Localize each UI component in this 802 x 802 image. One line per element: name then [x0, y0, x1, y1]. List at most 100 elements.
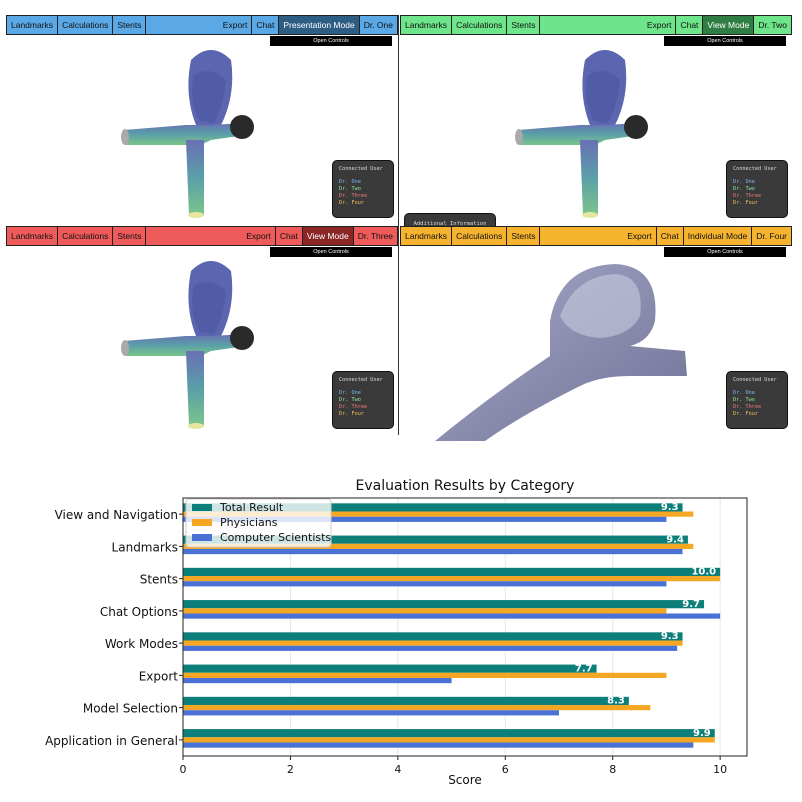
- vessel-model-view[interactable]: [6, 15, 398, 235]
- bar-value-label: 10.0: [691, 567, 716, 578]
- menu-calculations[interactable]: Calculations: [58, 16, 114, 34]
- connected-users-title: Connected User: [339, 166, 383, 172]
- legend-label: Total Result: [219, 501, 284, 514]
- menu-landmarks[interactable]: Landmarks: [7, 227, 59, 245]
- bar-total-result: [183, 729, 715, 738]
- user-entry: Dr. Four: [339, 200, 364, 206]
- mode-button[interactable]: Individual Mode: [682, 227, 752, 245]
- x-tick-label: 0: [180, 763, 187, 776]
- x-tick-label: 2: [287, 763, 294, 776]
- user-label: Dr. Three: [352, 227, 397, 245]
- bar-total-result: [183, 535, 688, 544]
- open-controls-button[interactable]: Open Controls: [270, 247, 392, 257]
- bar-computer-scientists: [183, 710, 559, 716]
- menu-landmarks[interactable]: Landmarks: [7, 16, 59, 34]
- menu-stents[interactable]: Stents: [507, 227, 541, 245]
- chart-svg: Evaluation Results by Category 9.3 9.4 10.…: [45, 478, 748, 787]
- bar-computer-scientists: [183, 742, 694, 748]
- bar-total-result: [183, 567, 721, 577]
- bar-physicians: [183, 511, 694, 517]
- bar-total-result: [183, 503, 683, 512]
- bar-computer-scientists: [183, 613, 721, 619]
- menu-stents[interactable]: Stents: [113, 16, 147, 34]
- menu-chat[interactable]: Chat: [655, 227, 683, 245]
- user-entry: Dr. Four: [733, 411, 758, 417]
- bar-physicians: [183, 705, 651, 711]
- bar-physicians: [183, 608, 667, 614]
- menu-stents[interactable]: Stents: [507, 16, 541, 34]
- connected-users-panel: Connected User Dr. One Dr. Two Dr. Three…: [726, 160, 788, 218]
- bar-total-result: [183, 632, 683, 641]
- user-entry: Dr. Three: [339, 193, 368, 199]
- user-entry: Dr. One: [733, 179, 755, 185]
- mode-button[interactable]: Presentation Mode: [278, 16, 359, 34]
- legend-swatch: [192, 504, 212, 511]
- connected-users-title: Connected User: [733, 377, 777, 383]
- bar-computer-scientists: [183, 677, 452, 684]
- bar-physicians: [183, 576, 721, 582]
- connected-users-panel: Connected User Dr. One Dr. Two Dr. Three…: [332, 371, 394, 429]
- category-label: Export: [139, 669, 179, 683]
- user-label: Dr. One: [358, 16, 397, 34]
- vessel-model-view[interactable]: [6, 226, 398, 446]
- user-entry: Dr. Four: [733, 200, 758, 206]
- bar-value-label: 9.4: [666, 534, 684, 545]
- bar-value-label: 9.7: [682, 599, 700, 610]
- menu-stents[interactable]: Stents: [113, 227, 147, 245]
- toolbar: Landmarks Calculations Stents Export Cha…: [6, 15, 398, 35]
- menu-chat[interactable]: Chat: [675, 16, 702, 34]
- x-axis-label: Score: [448, 773, 482, 787]
- toolbar: Landmarks Calculations Stents Export Cha…: [400, 226, 792, 246]
- category-label: View and Navigation: [55, 508, 178, 522]
- category-label: Landmarks: [112, 540, 178, 554]
- mode-button[interactable]: View Mode: [702, 16, 754, 34]
- legend-box: [185, 498, 332, 548]
- bar-value-label: 9.3: [661, 502, 679, 513]
- x-tick-label: 10: [713, 763, 727, 776]
- bar-total-result: [183, 664, 597, 673]
- menu-calculations[interactable]: Calculations: [452, 16, 508, 34]
- legend-swatch: [192, 519, 212, 526]
- menu-export[interactable]: Export: [646, 20, 672, 30]
- user-entry: Dr. Three: [339, 404, 368, 410]
- category-label: Model Selection: [83, 702, 178, 716]
- bar-value-label: 7.7: [575, 663, 593, 674]
- menu-chat[interactable]: Chat: [251, 16, 278, 34]
- mode-button[interactable]: View Mode: [301, 227, 353, 245]
- legend-swatch: [192, 534, 212, 541]
- menu-export[interactable]: Export: [627, 231, 652, 241]
- menu-calculations[interactable]: Calculations: [452, 227, 508, 245]
- bar-computer-scientists: [183, 548, 683, 555]
- user-entry: Dr. One: [339, 179, 361, 185]
- menu-landmarks[interactable]: Landmarks: [401, 227, 453, 245]
- bar-value-label: 9.3: [661, 631, 679, 642]
- user-entry: Dr. Two: [733, 186, 755, 192]
- open-controls-button[interactable]: Open Controls: [664, 247, 786, 257]
- vessel-model-closeup[interactable]: [400, 226, 792, 446]
- bar-physicians: [183, 737, 715, 743]
- menu-chat[interactable]: Chat: [274, 227, 302, 245]
- menu-export[interactable]: Export: [222, 20, 248, 30]
- open-controls-button[interactable]: Open Controls: [270, 36, 392, 46]
- connected-users-title: Connected User: [339, 377, 383, 383]
- menu-landmarks[interactable]: Landmarks: [401, 16, 453, 34]
- bar-total-result: [183, 696, 629, 706]
- connected-users-panel: Connected User Dr. One Dr. Two Dr. Three…: [332, 160, 394, 218]
- legend-label: Computer Scientists: [220, 531, 331, 544]
- user-entry: Dr. One: [339, 390, 361, 396]
- panel-dr-two: Landmarks Calculations Stents Export Cha…: [400, 15, 792, 235]
- chart-title: Evaluation Results by Category: [356, 478, 575, 494]
- vessel-model-view[interactable]: [400, 15, 792, 235]
- category-label: Application in General: [45, 734, 178, 748]
- open-controls-button[interactable]: Open Controls: [664, 36, 786, 46]
- menu-export[interactable]: Export: [246, 231, 271, 241]
- plot-frame: [182, 497, 748, 757]
- bar-total-result: [183, 600, 705, 609]
- connected-users-panel: Connected User Dr. One Dr. Two Dr. Three…: [726, 371, 788, 429]
- user-label: Dr. Two: [753, 16, 791, 34]
- connected-users-title: Connected User: [733, 166, 777, 172]
- menu-calculations[interactable]: Calculations: [58, 227, 114, 245]
- x-tick-label: 6: [502, 763, 509, 776]
- panel-dr-one: Landmarks Calculations Stents Export Cha…: [6, 15, 398, 235]
